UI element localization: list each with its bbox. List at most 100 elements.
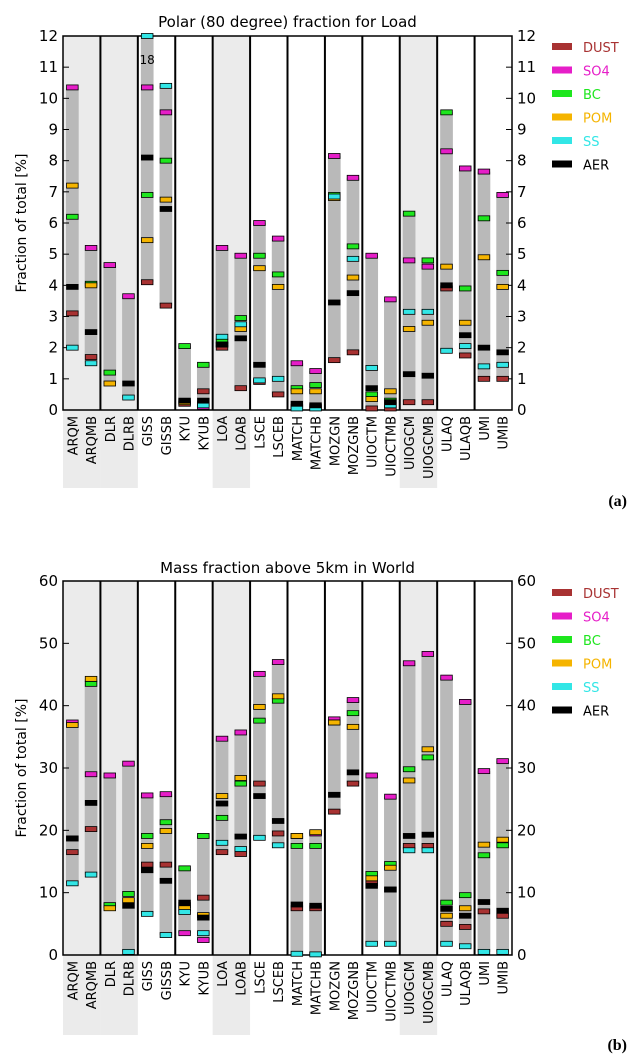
marker-aer <box>309 402 322 409</box>
x-tick-label: GISSB <box>160 961 175 1000</box>
marker-aer <box>477 899 491 905</box>
x-tick-label: UIOGCM <box>403 416 418 470</box>
range-bar <box>440 677 453 944</box>
marker-bc <box>178 865 191 872</box>
marker-ss <box>440 940 453 947</box>
chart-title: Mass fraction above 5km in World <box>160 559 415 577</box>
x-tick-label: ULAQ <box>441 416 456 452</box>
x-tick-label: MOZGNB <box>347 961 362 1020</box>
marker-ss <box>477 948 491 955</box>
marker-aer <box>122 902 135 909</box>
marker-bc <box>421 754 435 761</box>
marker-pom <box>66 722 79 728</box>
legend-label: DUST <box>583 587 619 602</box>
marker-pom <box>440 912 453 919</box>
marker-bc <box>103 369 116 376</box>
marker-so4 <box>103 262 116 268</box>
range-bar <box>178 346 191 404</box>
marker-pom <box>309 829 322 836</box>
marker-so4 <box>365 252 378 259</box>
range-bar <box>458 701 472 947</box>
x-tick-label: KYU <box>179 416 194 442</box>
legend-label: POM <box>583 658 612 673</box>
legend-swatch <box>552 706 572 714</box>
marker-so4 <box>346 174 360 181</box>
marker-aer <box>178 397 191 404</box>
marker-aer <box>253 793 266 799</box>
legend-label: SS <box>583 135 600 150</box>
x-tick-label: ARQMB <box>85 416 100 464</box>
marker-so4 <box>84 771 98 778</box>
marker-ss <box>290 950 304 957</box>
y-tick-label: 7 <box>48 183 58 201</box>
marker-pom <box>421 319 435 326</box>
marker-aer <box>346 290 360 297</box>
marker-aer <box>84 800 98 806</box>
panel-label-b: (b) <box>607 1037 627 1054</box>
marker-pom <box>159 828 173 834</box>
y-axis-label: Fraction of total [%] <box>14 154 30 293</box>
marker-aer <box>215 341 229 348</box>
marker-pom <box>234 775 247 781</box>
marker-pom <box>402 777 416 784</box>
x-tick-label: DLRB <box>122 961 137 996</box>
x-tick-label: ARQM <box>66 961 81 1000</box>
marker-pom <box>421 746 435 753</box>
marker-bc <box>197 833 210 839</box>
marker-bc <box>477 852 491 859</box>
marker-aer <box>459 912 472 919</box>
x-tick-label: MATCHB <box>310 416 325 470</box>
marker-dust <box>477 908 491 915</box>
marker-so4 <box>402 257 416 264</box>
marker-pom <box>84 282 98 289</box>
marker-dust <box>234 851 247 857</box>
marker-bc <box>440 109 453 116</box>
marker-aer <box>421 831 435 838</box>
marker-dust <box>365 405 378 412</box>
range-bar <box>346 700 360 784</box>
y-tick-label-right: 9 <box>517 121 527 139</box>
marker-aer <box>328 299 341 306</box>
marker-so4 <box>234 252 247 259</box>
y-axis-label: Fraction of total [%] <box>14 699 30 838</box>
marker-so4 <box>346 697 360 703</box>
marker-aer <box>253 361 266 368</box>
marker-so4 <box>477 168 491 175</box>
marker-bc <box>365 391 378 398</box>
marker-pom <box>215 793 229 799</box>
marker-so4 <box>384 793 397 800</box>
marker-bc <box>215 814 229 821</box>
range-bar <box>477 171 491 379</box>
marker-pom <box>271 693 285 700</box>
range-bar <box>290 835 304 954</box>
marker-dust <box>234 385 247 392</box>
marker-ss <box>477 363 491 370</box>
marker-pom <box>309 388 322 395</box>
marker-so4 <box>159 109 173 116</box>
y-tick-label-right: 0 <box>517 946 527 964</box>
legend-swatch <box>552 683 572 690</box>
marker-pom <box>384 388 397 395</box>
x-tick-label: MOZGN <box>328 416 343 466</box>
y-tick-label: 40 <box>39 697 58 715</box>
marker-aer <box>440 282 453 289</box>
range-bar <box>65 722 79 884</box>
x-tick-label: UIOCTM <box>366 416 381 468</box>
marker-ss <box>197 402 210 409</box>
annotation-label: 18 <box>140 53 155 67</box>
range-bar <box>84 247 98 364</box>
marker-ss <box>253 834 266 841</box>
marker-aer <box>365 882 378 889</box>
marker-so4 <box>459 165 472 172</box>
marker-dust <box>253 780 266 787</box>
marker-ss <box>365 940 378 947</box>
y-tick-label-right: 7 <box>517 183 527 201</box>
marker-bc <box>459 892 472 899</box>
marker-aer <box>346 769 360 776</box>
marker-ss <box>215 333 229 340</box>
marker-so4 <box>365 772 378 779</box>
y-tick-label-right: 10 <box>517 884 536 902</box>
marker-so4 <box>440 148 453 155</box>
y-tick-label: 8 <box>48 152 58 170</box>
